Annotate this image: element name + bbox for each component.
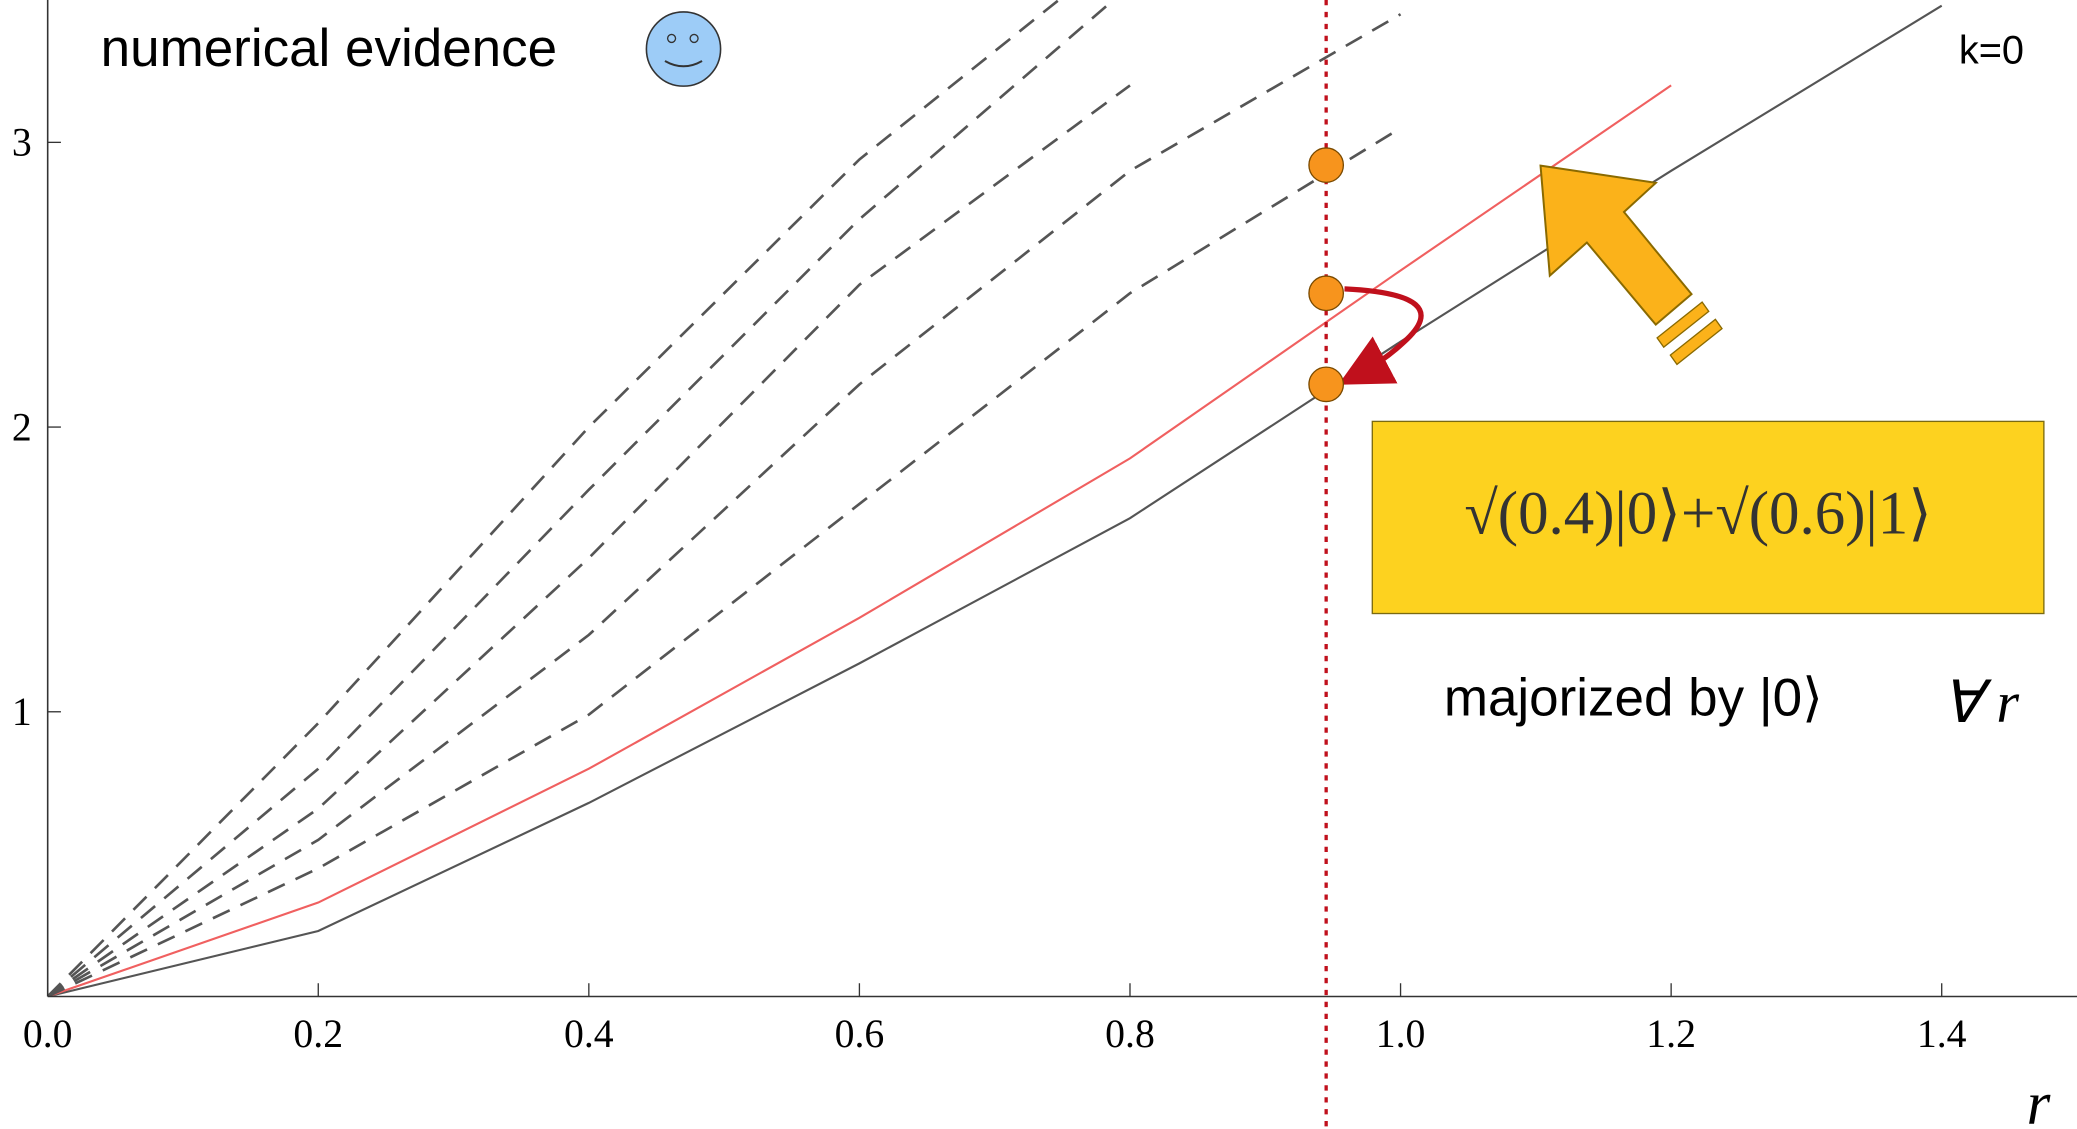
x-tick-label: 0.8 — [1105, 1012, 1155, 1056]
highlight-point — [1308, 366, 1345, 403]
x-tick-label: 0.6 — [835, 1012, 885, 1056]
transition-arrow — [1338, 286, 1424, 385]
y-tick-label: 1 — [12, 690, 32, 734]
x-tick-label: 0.0 — [23, 1012, 73, 1056]
x-axis-label: r — [2027, 1071, 2051, 1129]
y-tick-label: 3 — [12, 121, 32, 165]
highlight-point — [1308, 275, 1345, 312]
x-tick-label: 0.2 — [293, 1012, 343, 1056]
dashed-curve — [47, 0, 1061, 997]
pointer-arrow — [1539, 164, 1723, 366]
smiley-icon — [645, 11, 722, 87]
forall-label: ∀ r — [1942, 670, 2019, 735]
dashed-curve — [47, 0, 1116, 997]
evidence-label: numerical evidence — [101, 19, 557, 78]
curve — [47, 84, 1672, 997]
x-tick-label: 1.0 — [1376, 1012, 1426, 1056]
x-tick-label: 1.4 — [1917, 1012, 1967, 1056]
dashed-curve — [47, 13, 1402, 997]
state-formula: √(0.4)|0⟩+√(0.6)|1⟩ — [1464, 480, 1932, 547]
dashed-curve — [47, 84, 1131, 997]
majorized-label: majorized by |0⟩ — [1444, 669, 1823, 728]
state-box — [1371, 420, 2045, 615]
x-tick-label: 0.4 — [564, 1012, 614, 1056]
highlight-point — [1308, 147, 1345, 184]
dashed-curve — [47, 126, 1402, 997]
legend-label: k=0 — [1959, 29, 2024, 73]
x-tick-label: 1.2 — [1646, 1012, 1696, 1056]
y-tick-label: 2 — [12, 405, 32, 449]
